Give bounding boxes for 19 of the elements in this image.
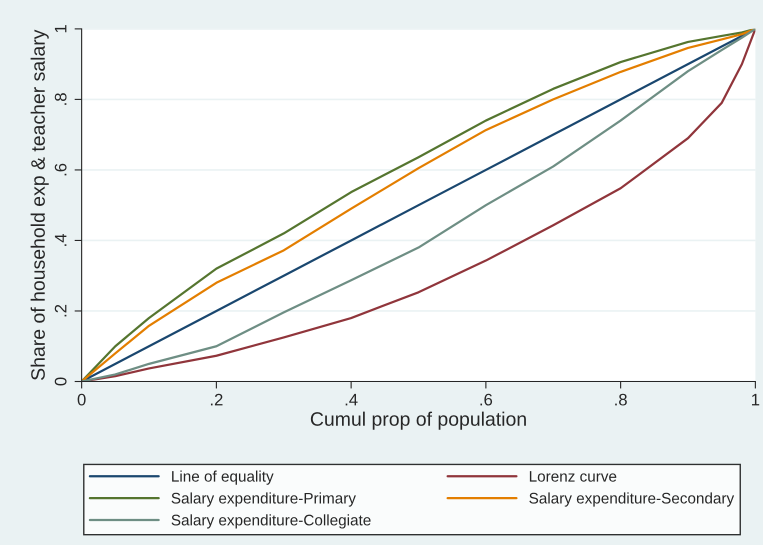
x-tick-label: .6 <box>480 394 492 406</box>
legend-label: Salary expenditure-Secondary <box>529 492 734 507</box>
x-axis-title: Cumul prop of population <box>310 412 526 430</box>
y-tick-label: .8 <box>54 93 67 105</box>
legend-label: Lorenz curve <box>530 471 616 482</box>
x-tick-label: 0 <box>78 394 86 406</box>
legend-label: Line of equality <box>172 470 274 485</box>
y-tick-label: 0 <box>54 378 67 386</box>
y-tick-label: 1 <box>54 25 66 32</box>
y-axis-title: Share of household exp & teacher salary <box>30 30 49 380</box>
x-tick-label: .4 <box>346 394 358 406</box>
x-tick-label: .8 <box>615 394 627 406</box>
legend-label: Salary expenditure-Collegiate <box>172 514 371 529</box>
legend-label: Salary expenditure-Primary <box>172 492 356 507</box>
y-tick-label: .2 <box>54 304 66 316</box>
x-tick-label: .2 <box>210 394 222 406</box>
x-tick-label: 1 <box>752 394 760 406</box>
y-tick-label: .6 <box>54 164 67 176</box>
y-tick-label: .4 <box>54 234 66 246</box>
